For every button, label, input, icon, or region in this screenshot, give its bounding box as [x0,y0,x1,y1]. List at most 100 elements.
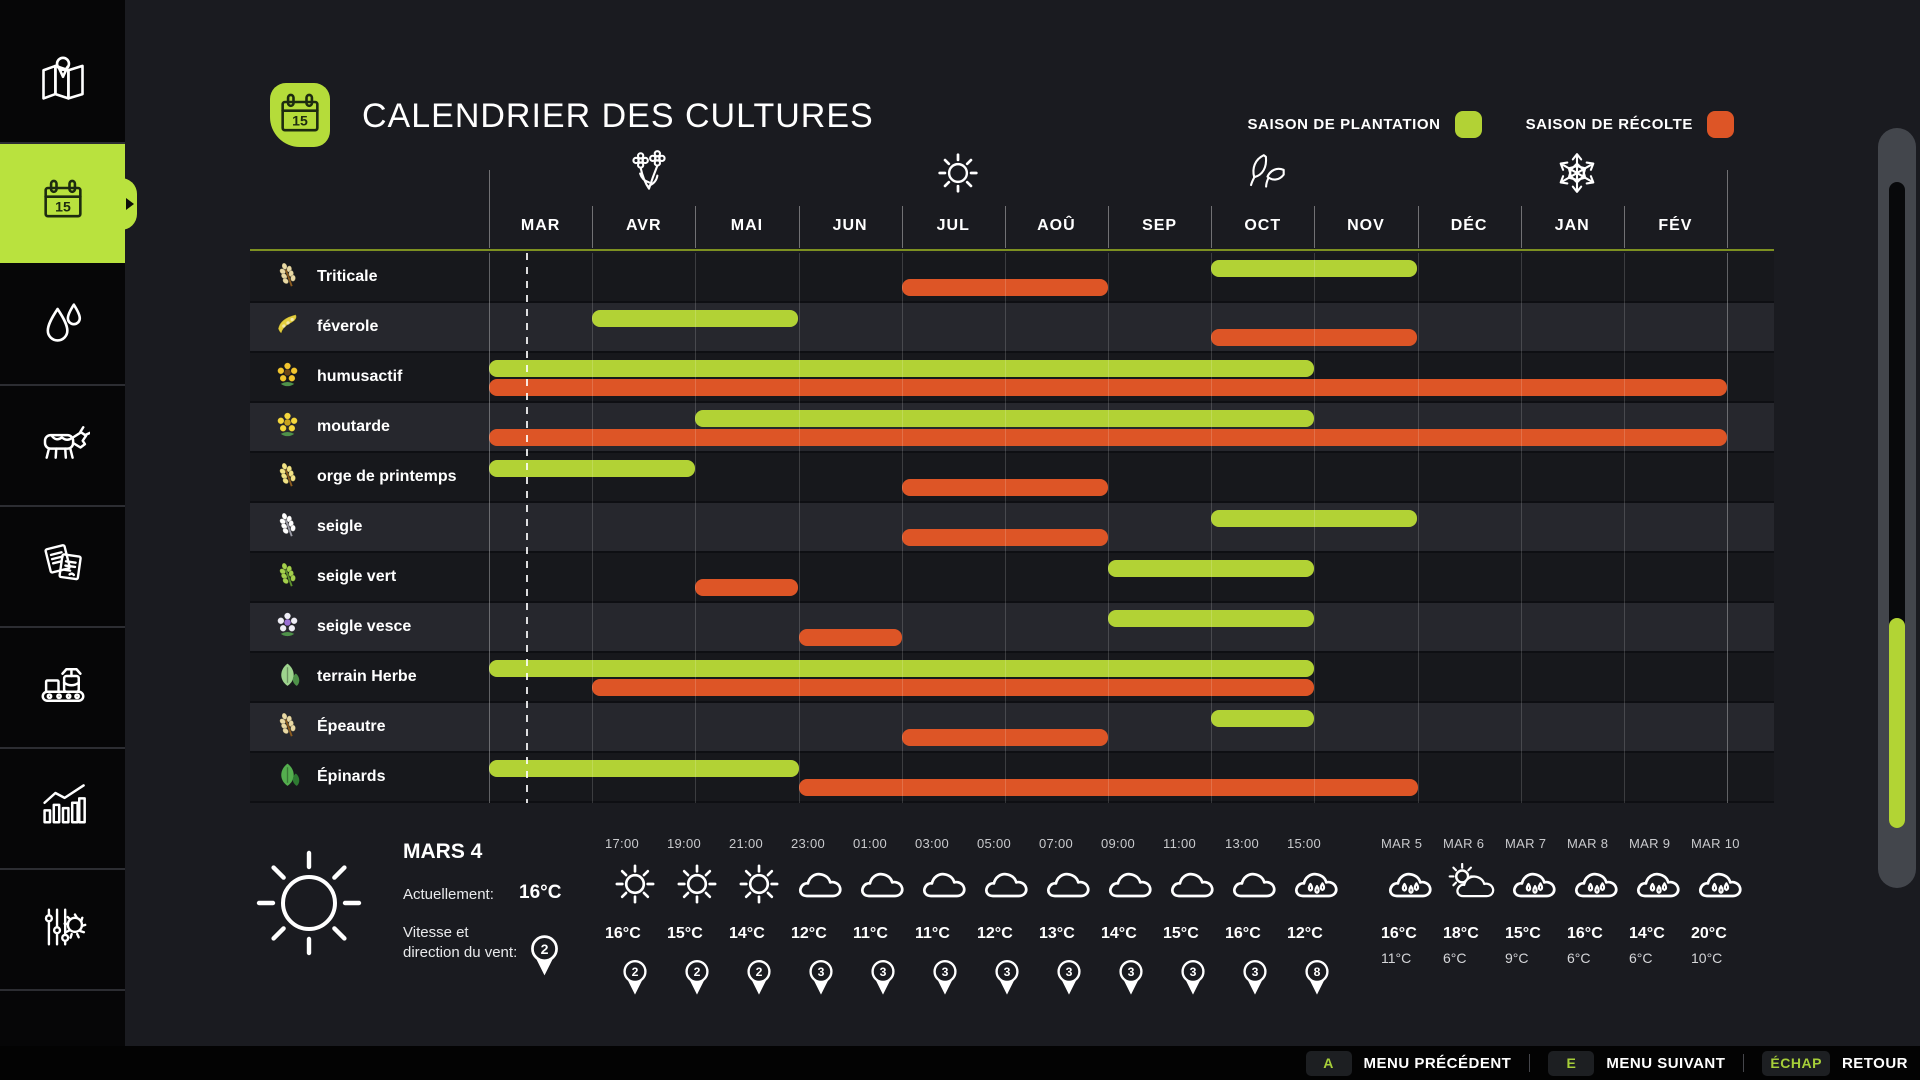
sidebar-item-animals[interactable] [0,386,125,507]
sidebar-item-settings[interactable] [0,870,125,991]
crop-label-box: Épeautre [274,703,385,751]
current-weather-sun-icon [253,847,365,964]
crop-label: Triticale [317,268,378,285]
spring-flowers-icon [626,150,672,196]
wind-pin-icon: 3 [1163,958,1223,996]
legend-harvest-label: SAISON DE RÉCOLTE [1525,116,1693,133]
footer-label: MENU PRÉCÉDENT [1363,1054,1512,1072]
harvest-bar [901,279,1108,296]
bar-chart-icon [37,780,89,837]
planting-bar [489,660,1315,677]
daily-high-temp: 16°C [1567,925,1603,942]
planting-bar [1211,510,1418,527]
hourly-time: 19:00 [667,836,702,851]
daily-low-temp: 6°C [1567,950,1591,966]
cloud-icon [977,858,1037,910]
scrollbar-thumb[interactable] [1889,618,1905,828]
planting-bar [1211,260,1418,277]
sidebar-item-production[interactable] [0,628,125,749]
crop-row-humusactif: humusactif [250,353,1774,403]
crop-row-épeautre: Épeautre [250,703,1774,753]
crop-label: moutarde [317,418,390,435]
wind-pin-icon: 3 [791,958,851,996]
svg-text:2: 2 [632,965,639,979]
daily-date: MAR 7 [1505,836,1547,851]
sidebar-item-precipitation[interactable] [0,265,125,386]
footer-button-retour[interactable]: ÉCHAP RETOUR [1762,1050,1908,1076]
cloud-icon [853,858,913,910]
rain-icon [1381,858,1441,910]
svg-text:3: 3 [1128,965,1135,979]
month-tick [798,206,800,248]
footer-button-menu-précédent[interactable]: A MENU PRÉCÉDENT [1305,1050,1512,1076]
crop-label: humusactif [317,368,403,385]
daily-low-temp: 6°C [1443,950,1467,966]
sidebar-item-statistics[interactable] [0,749,125,870]
planting-bar [489,360,1315,377]
summer-sun-icon [935,150,981,196]
footer-button-menu-suivant[interactable]: E MENU SUIVANT [1548,1050,1725,1076]
cloud-icon [791,858,851,910]
month-gridline [489,253,490,803]
scrollbar-track[interactable] [1889,182,1905,828]
hourly-temp: 12°C [1287,925,1323,942]
svg-text:3: 3 [942,965,949,979]
month-label-JUN: JUN [832,217,868,234]
wind-pin-icon: 3 [853,958,913,996]
daily-date: MAR 8 [1567,836,1609,851]
sun-icon [729,858,789,910]
footer-label: RETOUR [1841,1054,1908,1072]
svg-text:3: 3 [1066,965,1073,979]
rain-icon [1567,858,1627,910]
wind-label: Vitesse et direction du vent: [403,924,518,961]
crop-row-moutarde: moutarde [250,403,1774,453]
month-gridline [1623,253,1625,803]
crop-label-box: seigle [274,503,362,551]
crop-label-box: Triticale [274,253,377,301]
cloud-icon [1163,858,1223,910]
footer-bar: A MENU PRÉCÉDENT E MENU SUIVANT ÉCHAP RETOUR [0,1046,1920,1080]
crop-icon-wheat [274,561,301,593]
month-label-AOÛ: AOÛ [1037,217,1076,234]
scroll-rail [1878,128,1916,888]
month-gridline [592,253,594,803]
planting-bar [489,460,696,477]
wind-pin-icon: 3 [1225,958,1285,996]
harvest-bar [798,779,1418,796]
daily-low-temp: 6°C [1629,950,1653,966]
harvest-bar [695,579,799,596]
wind-pin-icon: 2 [667,958,727,996]
planting-bar [1108,560,1315,577]
key-chip: E [1548,1050,1595,1076]
month-tick [1108,206,1109,248]
sun-icon [605,858,665,910]
month-label-JUL: JUL [936,217,970,234]
daily-high-temp: 16°C [1381,925,1417,942]
crop-label: Épinards [317,768,386,785]
svg-text:2: 2 [694,965,701,979]
map-icon [37,54,89,111]
hourly-temp: 16°C [1225,925,1261,942]
crop-row-seigle-vert: seigle vert [250,553,1774,603]
header-underline [250,249,1774,251]
harvest-bar [1211,329,1418,346]
crop-row-seigle: seigle [250,503,1774,553]
harvest-bar [592,679,1315,696]
month-gridline [901,253,903,803]
sidebar-item-calendar[interactable]: 15 [0,144,137,263]
hourly-time: 21:00 [729,836,764,851]
hourly-time: 11:00 [1163,836,1197,851]
daily-high-temp: 15°C [1505,925,1541,942]
footer-divider [1529,1054,1531,1072]
sidebar-item-map[interactable] [0,23,125,144]
calendar-page-icon: 15 [270,83,330,147]
crop-icon-wheat [274,261,301,293]
month-tick [1314,206,1316,248]
crop-label: seigle vesce [317,618,412,635]
planting-bar [1108,610,1315,627]
sidebar-item-contracts[interactable] [0,507,125,628]
daily-low-temp: 9°C [1505,950,1529,966]
daily-date: MAR 10 [1691,836,1740,851]
month-tick [1004,206,1006,248]
